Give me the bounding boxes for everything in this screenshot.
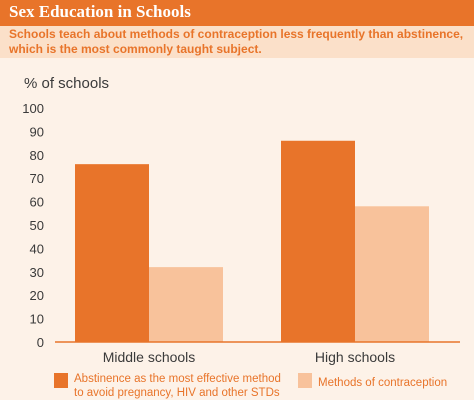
bar-abstinence-1 [281,140,355,342]
chart-subtitle: Schools teach about methods of contracep… [9,27,464,56]
chart-subheader: Schools teach about methods of contracep… [0,26,474,58]
y-tick-label: 90 [30,124,44,139]
x-category-label: Middle schools [103,349,196,365]
x-category-label: High schools [315,349,395,365]
bar-contraception-1 [355,206,429,342]
legend-label-contraception: Methods of contraception [318,377,448,389]
y-tick-label: 80 [30,148,44,163]
y-tick-label: 20 [30,288,44,303]
y-tick-label: 0 [37,335,44,350]
y-tick-label: 60 [30,195,44,210]
legend-swatch-abstinence [54,373,68,388]
y-tick-label: 100 [22,101,44,116]
bar-contraception-0 [149,267,223,342]
y-tick-label: 40 [30,241,44,256]
y-tick-label: 30 [30,265,44,280]
legend: Abstinence as the most effective method … [0,370,474,400]
y-tick-label: 50 [30,218,44,233]
y-tick-label: 10 [30,312,44,327]
legend-swatch-contraception [298,373,312,388]
y-axis-label: % of schools [24,75,110,92]
chart-area: % of schools 0 10 20 30 40 50 60 70 80 90 100 Middl… [0,58,474,400]
chart-title: Sex Education in Schools [9,2,191,21]
chart-header: Sex Education in Schools [0,0,474,26]
legend-label-abstinence: Abstinence as the most effective method … [74,373,281,399]
bar-abstinence-0 [75,164,149,342]
bar-chart: 0 10 20 30 40 50 60 70 80 90 100 Middle schools High… [22,101,460,365]
y-tick-label: 70 [30,171,44,186]
